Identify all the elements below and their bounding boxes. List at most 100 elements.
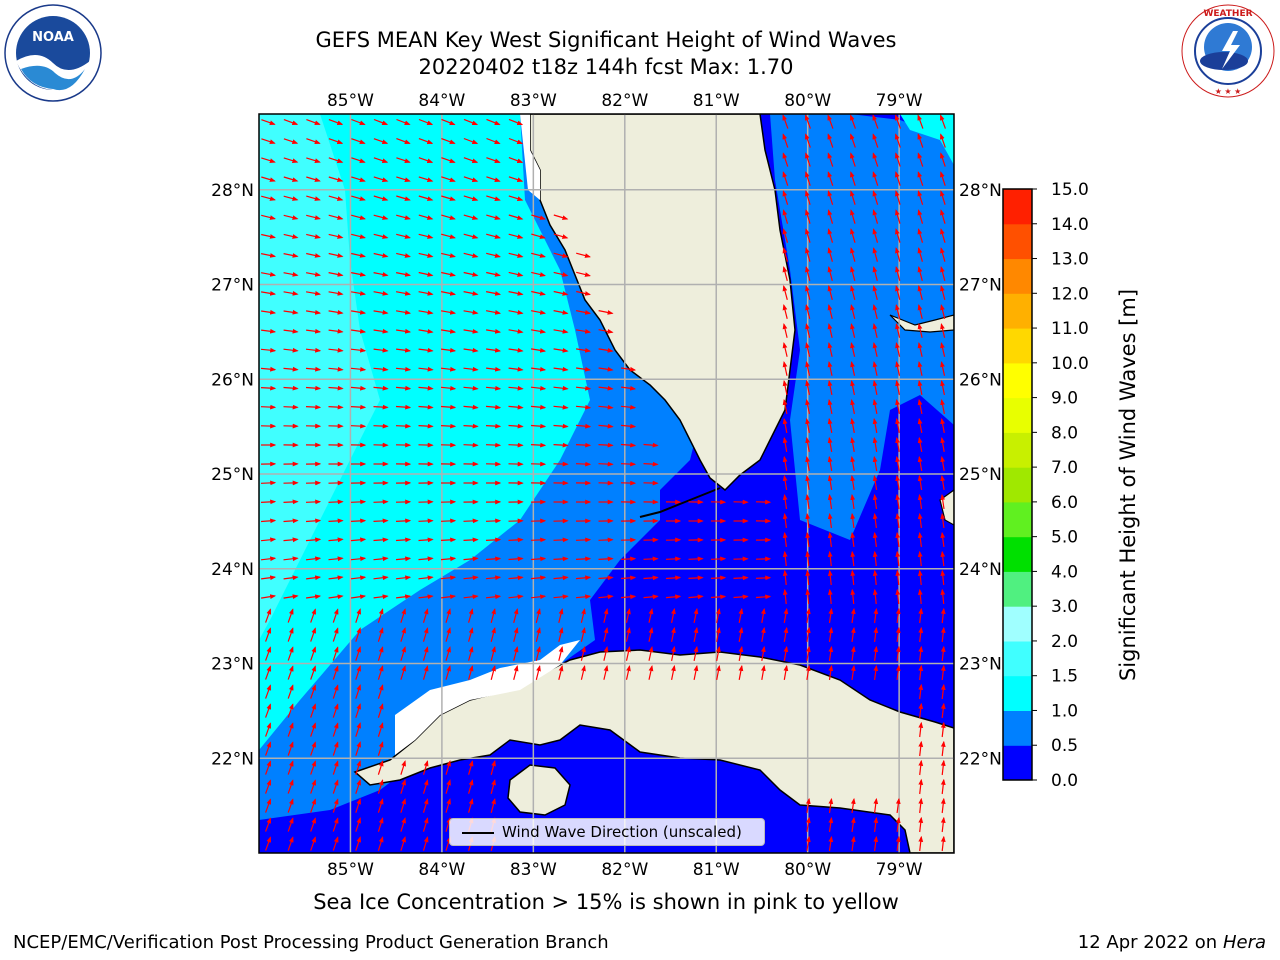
colorbar: 0.0 0.5 1.0 1.5 2.0 3.0 4.0 5.0 6.0 7.0 8.0 9.0 10.0… (1002, 180, 1089, 791)
wave-arrow (485, 537, 502, 543)
wave-arrow (530, 404, 547, 410)
wave-arrow (260, 253, 277, 258)
wave-arrow (468, 646, 474, 661)
wave-arrow (265, 665, 272, 680)
wave-arrow (850, 152, 856, 167)
wave-arrow (265, 760, 272, 775)
wave-arrow (350, 347, 367, 353)
wave-arrow (445, 779, 451, 794)
wave-arrow (576, 252, 591, 258)
wave-arrow (918, 607, 924, 624)
wave-arrow (553, 329, 569, 334)
wave-arrow (940, 683, 946, 700)
wave-arrow (827, 209, 834, 224)
wave-arrow (283, 537, 299, 543)
wave-arrow (850, 797, 856, 813)
wave-arrow (598, 575, 614, 581)
wave-arrow (332, 646, 339, 661)
wave-arrow (355, 722, 361, 737)
wave-arrow (648, 627, 654, 642)
wave-arrow (643, 594, 659, 600)
wave-arrow (940, 531, 946, 547)
wave-arrow (917, 379, 923, 396)
land-isle-of-youth (507, 764, 571, 816)
wave-arrow (918, 721, 924, 738)
wave-arrow (355, 798, 361, 813)
wave-arrow (598, 556, 614, 562)
wave-arrow (643, 575, 659, 581)
wave-arrow (328, 176, 344, 182)
lat-label-right: 26°N (959, 370, 1002, 390)
wave-arrow (558, 608, 564, 623)
wave-arrow (850, 626, 856, 642)
wave-arrow (671, 645, 676, 662)
lat-label-right: 24°N (959, 560, 1002, 580)
wave-arrow (575, 404, 592, 410)
wave-arrow (441, 157, 456, 163)
wave-arrow (782, 152, 789, 167)
wave-arrow (940, 190, 946, 205)
wave-arrow (305, 291, 322, 296)
wave-arrow (351, 252, 366, 258)
wave-arrow (872, 342, 878, 357)
wave-arrow (716, 664, 721, 681)
wave-arrow (918, 702, 924, 719)
wave-arrow (305, 518, 322, 524)
wave-arrow (575, 310, 592, 315)
wave-arrow (850, 304, 856, 319)
wave-arrow (872, 133, 879, 148)
colorbar-tick-label: 0.0 (1051, 771, 1078, 791)
wave-arrow (530, 423, 547, 429)
wave-arrow (305, 404, 322, 410)
wave-arrow (917, 323, 923, 338)
wave-arrow (805, 304, 811, 319)
colorbar-segment (1003, 223, 1032, 260)
wave-arrow (332, 665, 339, 680)
wave-arrow (351, 233, 366, 239)
wave-arrow (648, 665, 654, 680)
wave-arrow (827, 133, 834, 148)
wave-arrow (535, 665, 541, 680)
wave-arrow (283, 594, 299, 600)
wave-arrow (782, 474, 788, 490)
wave-arrow (917, 342, 923, 357)
wave-arrow (805, 626, 811, 642)
wave-arrow (733, 575, 749, 581)
wave-arrow (283, 291, 299, 296)
colorbar-segment (1003, 189, 1032, 225)
wave-arrow (872, 588, 878, 605)
wave-arrow (828, 797, 834, 813)
wave-arrow (373, 118, 389, 126)
wave-arrow (643, 556, 659, 562)
wave-arrow (485, 594, 502, 600)
wave-arrow (377, 703, 384, 718)
wave-arrow (716, 607, 721, 624)
wave-arrow (468, 760, 474, 775)
wave-arrow (621, 385, 637, 391)
wave-arrow (396, 233, 411, 239)
svg-text:★ ★ ★: ★ ★ ★ (1215, 87, 1242, 96)
wave-arrow (872, 266, 878, 281)
wave-arrow (917, 417, 923, 434)
wave-arrow (350, 518, 367, 524)
wave-arrow (621, 366, 637, 372)
wave-arrow (396, 252, 411, 258)
wave-arrow (355, 646, 361, 661)
wave-arrow (485, 291, 502, 296)
wave-arrow (468, 798, 474, 813)
wave-arrow (553, 347, 569, 353)
wave-arrow (782, 247, 788, 262)
wave-arrow (418, 385, 434, 391)
wave-arrow (377, 665, 384, 680)
wave-arrow (575, 575, 592, 581)
wave-arrow (310, 608, 316, 623)
wave-arrow (287, 627, 294, 642)
wave-arrow (940, 266, 946, 281)
wave-arrow (508, 118, 524, 126)
wave-arrow (782, 455, 788, 472)
wave-arrow (265, 684, 272, 699)
wave-arrow (940, 797, 946, 814)
wave-arrow (377, 722, 384, 737)
wave-arrow (328, 309, 344, 315)
map-legend: Wind Wave Direction (unscaled) (449, 818, 765, 846)
